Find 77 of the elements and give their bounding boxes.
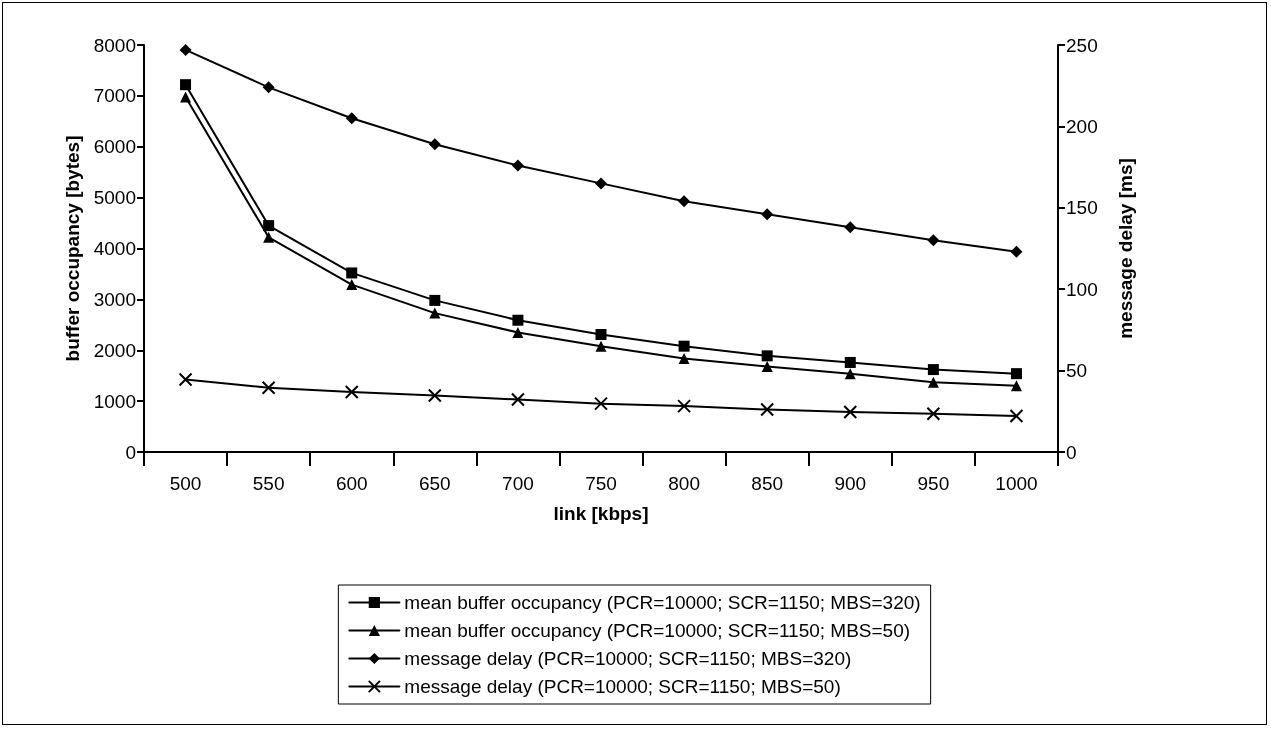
point bbox=[927, 376, 939, 388]
y-axis-title: buffer occupancy [bytes] bbox=[62, 135, 83, 362]
x-tick-label: 750 bbox=[585, 473, 617, 494]
legend-label: message delay (PCR=10000; SCR=1150; MBS=320) bbox=[404, 648, 852, 669]
point bbox=[428, 138, 441, 151]
x-tick-label: 900 bbox=[834, 473, 867, 494]
point bbox=[844, 221, 857, 234]
point bbox=[344, 384, 359, 399]
point bbox=[1009, 409, 1024, 424]
legend-label: mean buffer occupancy (PCR=10000; SCR=1150; MBS=320) bbox=[404, 592, 921, 613]
point bbox=[512, 314, 524, 326]
legend-label: message delay (PCR=10000; SCR=1150; MBS=50) bbox=[404, 676, 841, 697]
y2-tick-label: 50 bbox=[1066, 360, 1088, 382]
point bbox=[760, 402, 775, 417]
point bbox=[677, 399, 692, 414]
y-tick-label: 6000 bbox=[93, 136, 136, 158]
point bbox=[761, 350, 773, 362]
point bbox=[761, 361, 773, 373]
y-tick-label: 3000 bbox=[93, 288, 136, 310]
y2-tick-label: 150 bbox=[1066, 197, 1098, 219]
point bbox=[178, 372, 193, 387]
point bbox=[180, 91, 192, 103]
y-tick-label: 1000 bbox=[93, 390, 136, 412]
legend-label: mean buffer occupancy (PCR=10000; SCR=1150; MBS=50) bbox=[404, 620, 911, 641]
point bbox=[427, 388, 442, 403]
y-tick-label: 4000 bbox=[93, 238, 136, 259]
y-tick-label: 0 bbox=[125, 441, 136, 463]
y2-tick-label: 250 bbox=[1066, 34, 1098, 56]
x-tick-label: 700 bbox=[502, 473, 534, 494]
point bbox=[512, 326, 524, 338]
y2-tick-label: 200 bbox=[1066, 115, 1098, 137]
point bbox=[844, 356, 856, 368]
point bbox=[345, 112, 358, 125]
x-tick-label: 1000 bbox=[995, 473, 1038, 494]
point bbox=[261, 380, 276, 395]
x-tick-label: 650 bbox=[418, 473, 451, 494]
point bbox=[1010, 368, 1022, 380]
x-tick-label: 950 bbox=[917, 473, 950, 494]
point bbox=[429, 307, 441, 319]
point bbox=[1010, 245, 1023, 258]
x-tick-label: 600 bbox=[335, 473, 368, 494]
point bbox=[927, 364, 939, 376]
point bbox=[429, 294, 441, 306]
point bbox=[179, 43, 192, 56]
x-axis-title: link [kbps] bbox=[553, 503, 649, 524]
y2-axis-title: message delay [ms] bbox=[1115, 158, 1136, 339]
y2-tick-label: 0 bbox=[1066, 441, 1077, 463]
point bbox=[595, 328, 607, 340]
point bbox=[263, 220, 275, 232]
point bbox=[927, 234, 940, 247]
point bbox=[594, 396, 608, 411]
point bbox=[678, 195, 691, 208]
point bbox=[595, 340, 607, 352]
x-tick-label: 850 bbox=[751, 473, 784, 494]
point bbox=[761, 208, 774, 221]
point bbox=[346, 279, 358, 291]
point bbox=[510, 392, 525, 407]
point bbox=[180, 79, 192, 91]
point bbox=[678, 352, 690, 364]
point bbox=[595, 177, 607, 190]
point bbox=[1010, 380, 1022, 392]
point bbox=[511, 159, 524, 172]
point bbox=[843, 404, 858, 419]
x-tick-label: 500 bbox=[169, 473, 202, 494]
y-tick-label: 5000 bbox=[93, 187, 136, 209]
point bbox=[844, 368, 856, 380]
point bbox=[926, 406, 941, 421]
y-tick-label: 2000 bbox=[93, 339, 136, 361]
point bbox=[263, 231, 275, 243]
point bbox=[346, 267, 358, 279]
x-tick-label: 800 bbox=[668, 473, 700, 494]
x-tick-label: 550 bbox=[252, 473, 285, 494]
y2-tick-label: 100 bbox=[1066, 278, 1098, 300]
point bbox=[262, 81, 275, 94]
y-tick-label: 8000 bbox=[93, 34, 136, 56]
y-tick-label: 7000 bbox=[93, 85, 136, 107]
point bbox=[678, 340, 690, 352]
